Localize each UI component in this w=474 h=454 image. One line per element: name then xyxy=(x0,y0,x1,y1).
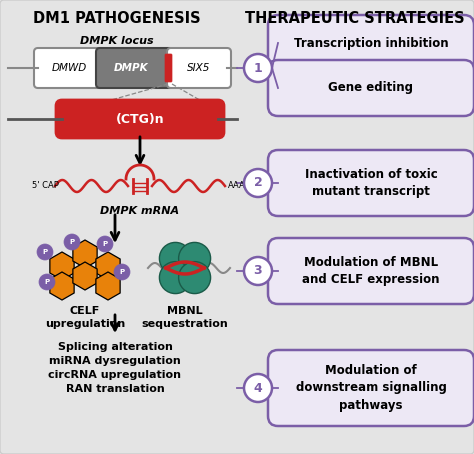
FancyBboxPatch shape xyxy=(165,54,172,82)
Circle shape xyxy=(114,264,130,280)
Text: Gene editing: Gene editing xyxy=(328,82,413,94)
FancyBboxPatch shape xyxy=(268,150,474,216)
Polygon shape xyxy=(96,272,120,300)
Polygon shape xyxy=(50,272,74,300)
Text: P: P xyxy=(43,249,47,255)
Circle shape xyxy=(97,236,113,252)
Text: DMPK mRNA: DMPK mRNA xyxy=(100,206,180,216)
Text: Transcription inhibition: Transcription inhibition xyxy=(294,36,448,49)
Text: DMPK locus: DMPK locus xyxy=(80,36,154,46)
Text: (CTG)n: (CTG)n xyxy=(116,113,164,125)
Circle shape xyxy=(244,169,272,197)
Text: Modulation of
downstream signalling
pathways: Modulation of downstream signalling path… xyxy=(296,365,447,411)
Circle shape xyxy=(244,374,272,402)
FancyBboxPatch shape xyxy=(34,48,104,88)
Text: CELF
upregulation: CELF upregulation xyxy=(45,306,125,329)
Polygon shape xyxy=(73,262,97,290)
Text: DMWD: DMWD xyxy=(51,63,87,73)
Polygon shape xyxy=(96,252,120,280)
FancyBboxPatch shape xyxy=(268,15,474,71)
Text: 4: 4 xyxy=(254,381,263,395)
Text: 2: 2 xyxy=(254,177,263,189)
Text: MBNL
sequestration: MBNL sequestration xyxy=(142,306,228,329)
FancyBboxPatch shape xyxy=(167,48,231,88)
Circle shape xyxy=(179,262,210,294)
Circle shape xyxy=(39,274,55,290)
Text: 3: 3 xyxy=(254,265,262,277)
Polygon shape xyxy=(73,240,97,268)
Circle shape xyxy=(179,242,210,274)
Polygon shape xyxy=(50,252,74,280)
Circle shape xyxy=(244,257,272,285)
Text: 1: 1 xyxy=(254,61,263,74)
Text: AAAAA: AAAAA xyxy=(228,182,258,191)
Text: DMPK: DMPK xyxy=(114,63,148,73)
Text: P: P xyxy=(69,239,74,245)
Circle shape xyxy=(159,242,191,274)
FancyBboxPatch shape xyxy=(268,60,474,116)
Text: SIX5: SIX5 xyxy=(187,63,210,73)
Circle shape xyxy=(37,244,53,260)
Text: P: P xyxy=(119,269,125,275)
Text: P: P xyxy=(45,279,50,285)
Text: Splicing alteration
miRNA dysregulation
circRNA upregulation
RAN translation: Splicing alteration miRNA dysregulation … xyxy=(48,342,182,394)
FancyBboxPatch shape xyxy=(56,100,224,138)
Text: 5' CAP: 5' CAP xyxy=(32,182,59,191)
FancyBboxPatch shape xyxy=(96,48,174,88)
Text: Modulation of MBNL
and CELF expression: Modulation of MBNL and CELF expression xyxy=(302,256,440,286)
Circle shape xyxy=(64,234,80,250)
FancyBboxPatch shape xyxy=(268,350,474,426)
Text: Inactivation of toxic
mutant transcript: Inactivation of toxic mutant transcript xyxy=(305,168,438,198)
Circle shape xyxy=(159,262,191,294)
Text: DM1 PATHOGENESIS: DM1 PATHOGENESIS xyxy=(33,11,201,26)
Circle shape xyxy=(244,54,272,82)
Text: P: P xyxy=(102,241,108,247)
Text: THERAPEUTIC STRATEGIES: THERAPEUTIC STRATEGIES xyxy=(245,11,465,26)
FancyBboxPatch shape xyxy=(268,238,474,304)
